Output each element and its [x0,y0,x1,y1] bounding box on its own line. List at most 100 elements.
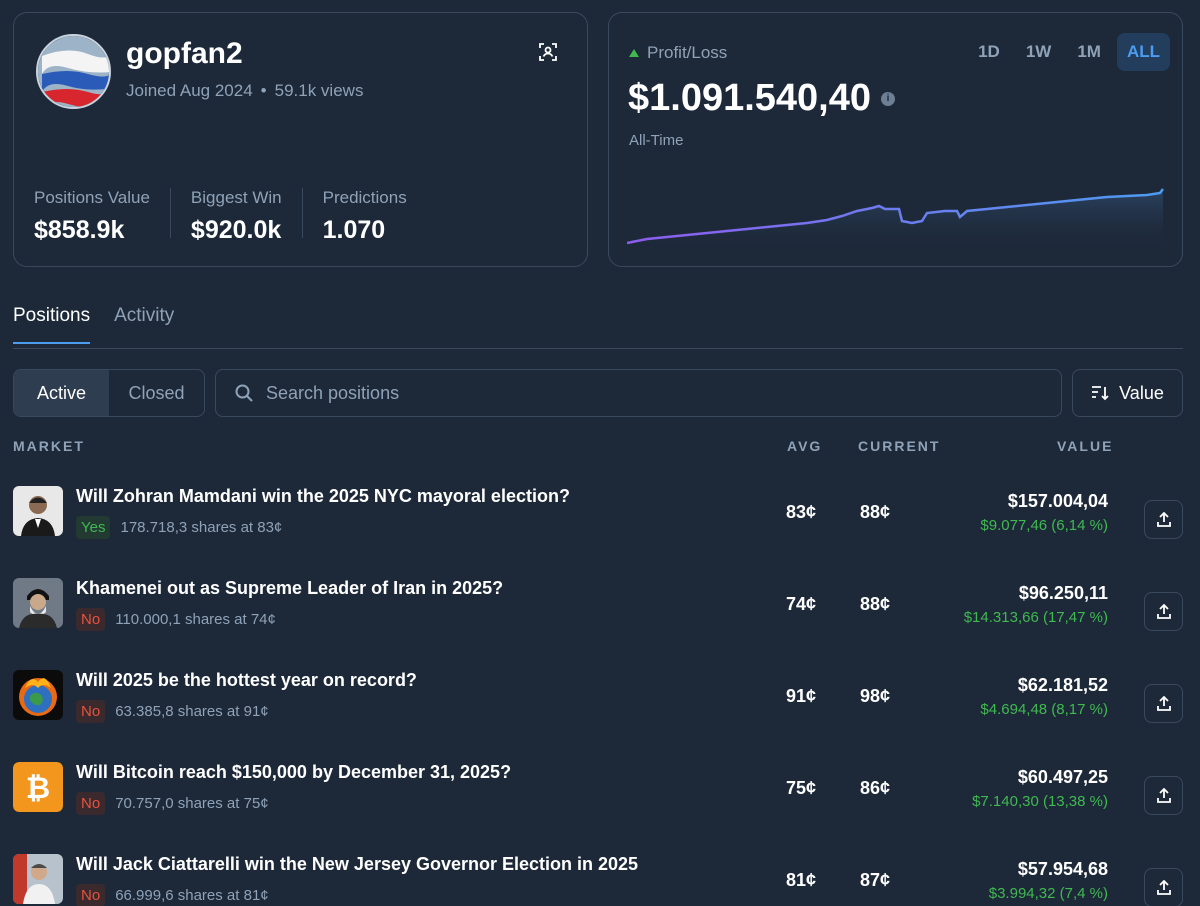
avatar [36,34,111,109]
range-1w[interactable]: 1W [1025,42,1052,61]
share-icon [1156,695,1171,711]
pnl-card: Profit/Loss 1D 1W 1M ALL $1.091.540,40 i… [608,12,1183,267]
bitcoin-icon: ₿ [13,762,63,812]
column-header-avg[interactable]: AVG [787,438,823,454]
tabs-divider [13,348,1183,349]
meta-separator: • [260,81,267,100]
joined-date: Joined Aug 2024 [126,81,253,100]
avg-price: 91¢ [786,686,817,706]
share-button[interactable] [1144,684,1183,723]
position-row[interactable]: Will Zohran Mamdani win the 2025 NYC may… [13,486,1183,578]
value-cell: $60.497,25 $7.140,30 (13,38 %) [972,767,1108,810]
pnl-label: Profit/Loss [647,43,728,62]
stat-biggest-win: Biggest Win $920.0k [191,188,303,244]
closed-filter-button[interactable]: Closed [128,382,185,403]
username: gopfan2 [126,37,243,70]
position-row[interactable]: Will Jack Ciattarelli win the New Jersey… [13,854,1183,906]
market-thumbnail [13,486,63,536]
sort-label: Value [1119,382,1164,403]
column-header-market[interactable]: MARKET [13,438,85,454]
info-icon[interactable]: i [881,91,896,106]
value-cell: $62.181,52 $4.694,48 (8,17 %) [980,675,1108,718]
stat-predictions: Predictions 1.070 [322,188,427,244]
current-price: 88¢ [860,502,891,522]
pnl-chart-area [627,189,1163,251]
share-icon [1156,787,1171,803]
current-price: 98¢ [860,686,891,706]
position-value: $62.181,52 [1017,675,1108,695]
tab-activity[interactable]: Activity [114,305,175,326]
range-all[interactable]: ALL [1116,33,1170,71]
share-button[interactable] [1144,592,1183,631]
market-title[interactable]: Khamenei out as Supreme Leader of Iran i… [76,578,504,598]
current-price: 88¢ [860,594,891,614]
burning-earth-icon [13,670,63,720]
column-header-current[interactable]: CURRENT [858,438,941,454]
position-details: No 70.757,0 shares at 75¢ [76,792,269,815]
search-input[interactable] [266,382,1026,404]
sort-button[interactable]: Value [1072,369,1183,417]
tab-positions[interactable]: Positions [13,305,91,344]
outcome-badge: No [76,700,106,723]
position-row[interactable]: Will 2025 be the hottest year on record?… [13,670,1183,762]
current-price: 87¢ [860,870,891,890]
outcome-badge: No [76,792,106,815]
portrait-icon [13,854,63,904]
portrait-icon [13,486,63,536]
position-value: $96.250,11 [1018,583,1108,603]
share-button[interactable] [1144,776,1183,815]
profile-stats: Positions Value $858.9k Biggest Win $920… [34,188,447,244]
market-title[interactable]: Will Jack Ciattarelli win the New Jersey… [76,854,639,874]
position-row[interactable]: ₿ Will Bitcoin reach $150,000 by Decembe… [13,762,1183,854]
portrait-icon [13,578,63,628]
value-cell: $96.250,11 $14.313,66 (17,47 %) [964,583,1108,626]
share-icon [1156,511,1171,527]
search-box [215,369,1062,417]
outcome-badge: No [76,884,106,906]
pnl-chart-line [627,188,1164,245]
scan-icon[interactable] [537,41,559,63]
svg-text:₿: ₿ [26,771,50,806]
current-price: 86¢ [860,778,891,798]
position-row[interactable]: Khamenei out as Supreme Leader of Iran i… [13,578,1183,670]
shares-text: 110.000,1 shares at 74¢ [115,611,276,628]
position-details: Yes 178.718,3 shares at 83¢ [76,516,282,539]
range-1d[interactable]: 1D [978,42,1000,61]
russian-flag-icon [38,36,109,107]
share-button[interactable] [1144,500,1183,539]
outcome-badge: No [76,608,106,631]
stat-value: $858.9k [34,216,125,244]
avg-price: 83¢ [786,502,817,522]
market-title[interactable]: Will Bitcoin reach $150,000 by December … [76,762,512,782]
stat-value: $920.0k [190,216,282,244]
status-toggle: Active Closed [13,369,205,417]
outcome-badge: Yes [76,516,111,539]
avg-price: 81¢ [786,870,817,890]
shares-text: 63.385,8 shares at 91¢ [115,703,269,720]
position-pnl: $14.313,66 (17,47 %) [963,609,1108,626]
up-triangle-icon [629,49,639,57]
market-title[interactable]: Will Zohran Mamdani win the 2025 NYC may… [76,486,570,506]
column-header-value[interactable]: VALUE [1057,438,1114,454]
position-details: No 110.000,1 shares at 74¢ [76,608,276,631]
value-cell: $57.954,68 $3.994,32 (7,4 %) [989,859,1108,902]
market-title[interactable]: Will 2025 be the hottest year on record? [76,670,417,690]
pnl-value-row: $1.091.540,40 i [628,77,896,120]
share-icon [1156,879,1171,895]
active-filter-button[interactable]: Active [14,370,109,416]
shares-text: 66.999,6 shares at 81¢ [115,887,269,904]
stat-label: Positions Value [34,188,150,207]
pnl-period: All-Time [629,132,684,149]
position-details: No 66.999,6 shares at 81¢ [76,884,269,906]
position-pnl: $3.994,32 (7,4 %) [988,885,1108,902]
position-pnl: $7.140,30 (13,38 %) [972,793,1108,810]
profile-card: gopfan2 Joined Aug 2024 • 59.1k views Posi… [13,12,588,267]
share-button[interactable] [1144,868,1183,906]
range-1m[interactable]: 1M [1077,42,1101,61]
position-details: No 63.385,8 shares at 91¢ [76,700,269,723]
stat-label: Predictions [322,188,407,207]
market-thumbnail: ₿ [13,762,63,812]
market-thumbnail [13,854,63,904]
position-value: $60.497,25 [1017,767,1108,787]
shares-text: 178.718,3 shares at 83¢ [120,519,283,536]
